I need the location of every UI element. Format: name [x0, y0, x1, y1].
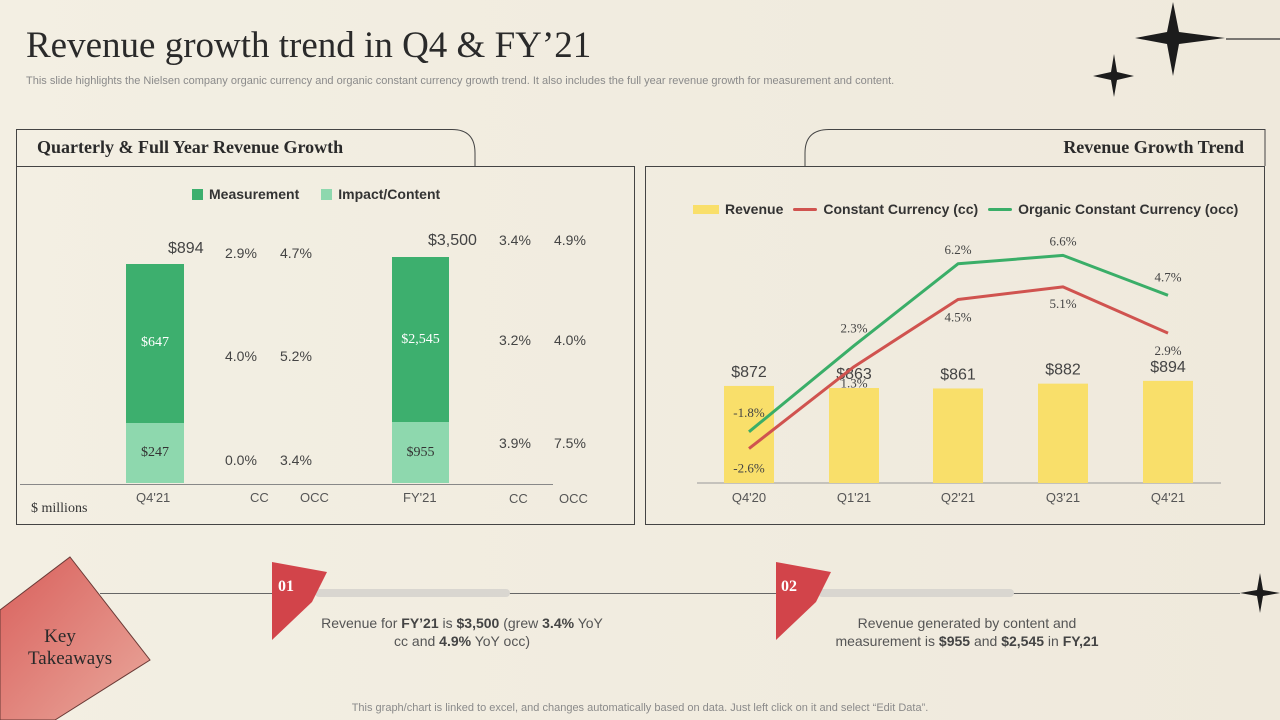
left-chart-panel — [16, 166, 635, 525]
right-panel-title: Revenue Growth Trend — [1063, 137, 1244, 157]
legend-swatch-measurement — [192, 188, 203, 200]
fy-occ-bottom: 7.5% — [554, 435, 586, 451]
occ-data-label: 6.2% — [944, 242, 971, 257]
takeaway-divider — [100, 593, 1240, 594]
left-legend: Measurement Impact/Content — [192, 186, 440, 202]
takeaway-01-flag-shape — [272, 562, 327, 640]
q4-cc-mid: 4.0% — [225, 348, 257, 364]
large-star-icon — [1135, 2, 1225, 76]
right-panel-tab-outline — [804, 129, 1266, 166]
revenue-bar — [829, 388, 879, 483]
fy-measurement-value: $2,545 — [401, 332, 440, 347]
q4-occ-top: 4.7% — [280, 245, 312, 261]
legend-label-revenue: Revenue — [725, 201, 784, 217]
legend-swatch-revenue — [693, 204, 719, 214]
page-subtitle: This slide highlights the Nielsen compan… — [26, 75, 895, 87]
x-tick-label: Q4'20 — [732, 490, 766, 505]
q4-cc-bottom: 0.0% — [225, 452, 257, 468]
takeaway-02-flag-shape — [776, 562, 831, 640]
x-tick-label: Q1'21 — [837, 490, 871, 505]
revenue-bar-label: $882 — [1045, 362, 1081, 379]
fy-content-bar — [392, 422, 449, 483]
fy-cc-bottom: 3.9% — [499, 435, 531, 451]
left-panel-title: Quarterly & Full Year Revenue Growth — [37, 137, 344, 157]
key-takeaways-badge-shape — [0, 556, 151, 720]
takeaway-02-track — [818, 589, 1014, 597]
fy-occ-mid: 4.0% — [554, 332, 586, 348]
small-star-icon — [1093, 54, 1134, 97]
q4-cc-top: 2.9% — [225, 245, 257, 261]
occ-line — [748, 253, 1169, 433]
x-tick-label: Q4'21 — [1151, 490, 1185, 505]
legend-label-content: Impact/Content — [338, 186, 441, 202]
revenue-bar — [1143, 380, 1193, 483]
fy-cc-top: 3.4% — [499, 232, 531, 248]
decorative-stars — [1093, 2, 1280, 97]
revenue-bar — [1038, 383, 1088, 483]
revenue-bar-label: $863 — [836, 366, 872, 383]
cc-data-label: -2.6% — [733, 461, 765, 476]
legend-swatch-content — [321, 188, 333, 200]
legend-label-occ: Organic Constant Currency (occ) — [1018, 201, 1239, 217]
key-takeaways-badge: Key Takeaways — [28, 626, 113, 669]
cc-data-label: 1.3% — [840, 376, 867, 391]
left-panel-tab-outline — [16, 129, 476, 166]
cc-data-label: 4.5% — [944, 310, 971, 325]
right-chart-panel — [645, 166, 1265, 525]
q4-axis-label: Q4'21 — [136, 490, 171, 505]
cc-line — [748, 285, 1169, 450]
fy-occ-header: OCC — [559, 491, 588, 506]
fy-measurement-bar — [392, 257, 449, 422]
takeaway-end-star-icon — [1240, 573, 1280, 613]
q4-cc-header: CC — [250, 490, 269, 505]
legend-label-measurement: Measurement — [209, 186, 300, 202]
revenue-trend-chart: $872 Q4'20 $863 Q1'21 $861 Q2'21 $882 Q3'21 $894… — [697, 233, 1221, 505]
revenue-bar — [933, 388, 983, 483]
takeaway-02-number: 02 — [781, 578, 797, 595]
q4-occ-mid: 5.2% — [280, 348, 312, 364]
occ-data-label: -1.8% — [733, 405, 765, 420]
legend-swatch-occ — [988, 207, 1013, 211]
fy-occ-top: 4.9% — [554, 232, 586, 248]
q4-content-value: $247 — [141, 445, 169, 460]
fy-total-label: $3,500 — [428, 232, 477, 249]
revenue-bar-label: $894 — [1150, 359, 1186, 376]
q4-occ-bottom: 3.4% — [280, 452, 312, 468]
fy-cc-mid: 3.2% — [499, 332, 531, 348]
occ-data-label: 4.7% — [1154, 269, 1181, 284]
legend-swatch-cc — [793, 207, 818, 211]
occ-data-label: 6.6% — [1049, 233, 1076, 248]
x-tick-label: Q3'21 — [1046, 490, 1080, 505]
q4-total-label: $894 — [168, 240, 204, 257]
takeaway-01-number: 01 — [278, 578, 294, 595]
occ-data-label: 2.3% — [840, 321, 867, 336]
footer-note: This graph/chart is linked to excel, and… — [351, 702, 929, 714]
fy-content-value: $955 — [406, 445, 435, 460]
takeaway-01-track — [315, 589, 510, 597]
fy-axis-label: FY'21 — [403, 490, 437, 505]
q4-occ-header: OCC — [300, 490, 329, 505]
x-tick-label: Q2'21 — [941, 490, 975, 505]
q4-measurement-value: $647 — [141, 335, 169, 350]
cc-data-label: 5.1% — [1049, 296, 1076, 311]
q4-measurement-bar — [126, 264, 184, 423]
units-label: $ millions — [31, 501, 88, 516]
fy-cc-header: CC — [509, 491, 528, 506]
takeaway-01-text: Revenue for FY’21 is $3,500 (grew 3.4% Y… — [321, 615, 603, 649]
cc-data-label: 2.9% — [1154, 343, 1181, 358]
revenue-bar-label: $872 — [731, 364, 767, 381]
right-legend: Revenue Constant Currency (cc) Organic C… — [693, 201, 1238, 217]
q4-content-bar — [126, 423, 184, 483]
left-axis-line — [20, 484, 553, 485]
page-title: Revenue growth trend in Q4 & FY’21 — [26, 25, 592, 66]
takeaway-02-text: Revenue generated by content and measure… — [835, 615, 1099, 649]
revenue-bar-label: $861 — [940, 366, 976, 383]
legend-label-cc: Constant Currency (cc) — [823, 201, 979, 217]
